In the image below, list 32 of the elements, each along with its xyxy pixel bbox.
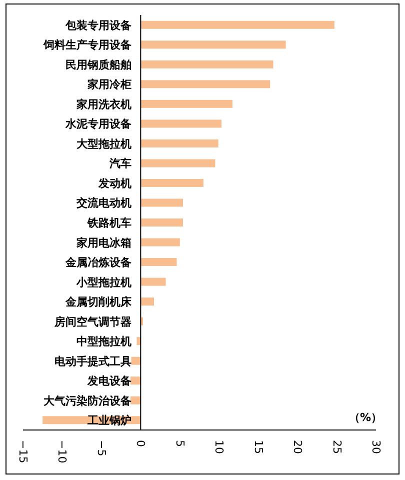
x-tick-label: −15: [16, 440, 30, 464]
y-tick-label: 金属切削机床: [64, 296, 133, 309]
x-tick-label: 0: [134, 440, 148, 447]
y-tick-label: 家用冷柜: [86, 78, 132, 92]
x-tick-label: 20: [291, 440, 304, 454]
y-tick-label: 铁路机车: [86, 216, 132, 230]
y-tick-label: 民用钢质船舶: [66, 58, 132, 72]
y-tick-label: 家用电冰箱: [76, 236, 132, 250]
x-tick-label: 30: [370, 440, 382, 454]
y-tick-label: 大型拖拉机: [76, 137, 132, 150]
y-tick-label: 大气污染防治设备: [44, 394, 132, 408]
y-tick-label: 房间空气调节器: [54, 315, 132, 328]
y-tick-label: 发电设备: [86, 374, 132, 388]
y-tick-label: 汽车: [108, 157, 132, 170]
y-tick-label: 小型拖拉机: [76, 276, 132, 289]
annotation: （%）: [348, 411, 382, 424]
y-tick-label: 饲料生产专用设备: [42, 38, 132, 52]
y-tick-label: 工业锅炉: [86, 414, 132, 428]
x-tick-label: 15: [252, 440, 265, 454]
x-tick-label: 25: [330, 440, 344, 454]
x-tick-label: −5: [94, 440, 108, 456]
x-tick-label: −10: [56, 440, 69, 464]
y-tick-label: 交流电动机: [76, 196, 132, 210]
y-tick-label: 家用洗衣机: [76, 98, 132, 111]
y-tick-label: 水泥专用设备: [64, 118, 132, 131]
y-tick-label: 包装专用设备: [64, 18, 132, 32]
y-tick-label: 中型拖拉机: [76, 335, 132, 348]
x-tick-label: 10: [212, 440, 226, 454]
y-tick-label: 金属冶炼设备: [64, 256, 132, 270]
x-tick-label: 5: [173, 440, 186, 447]
y-tick-label: 电动手提式工具: [54, 354, 132, 368]
y-tick-label: 发动机: [98, 176, 132, 190]
